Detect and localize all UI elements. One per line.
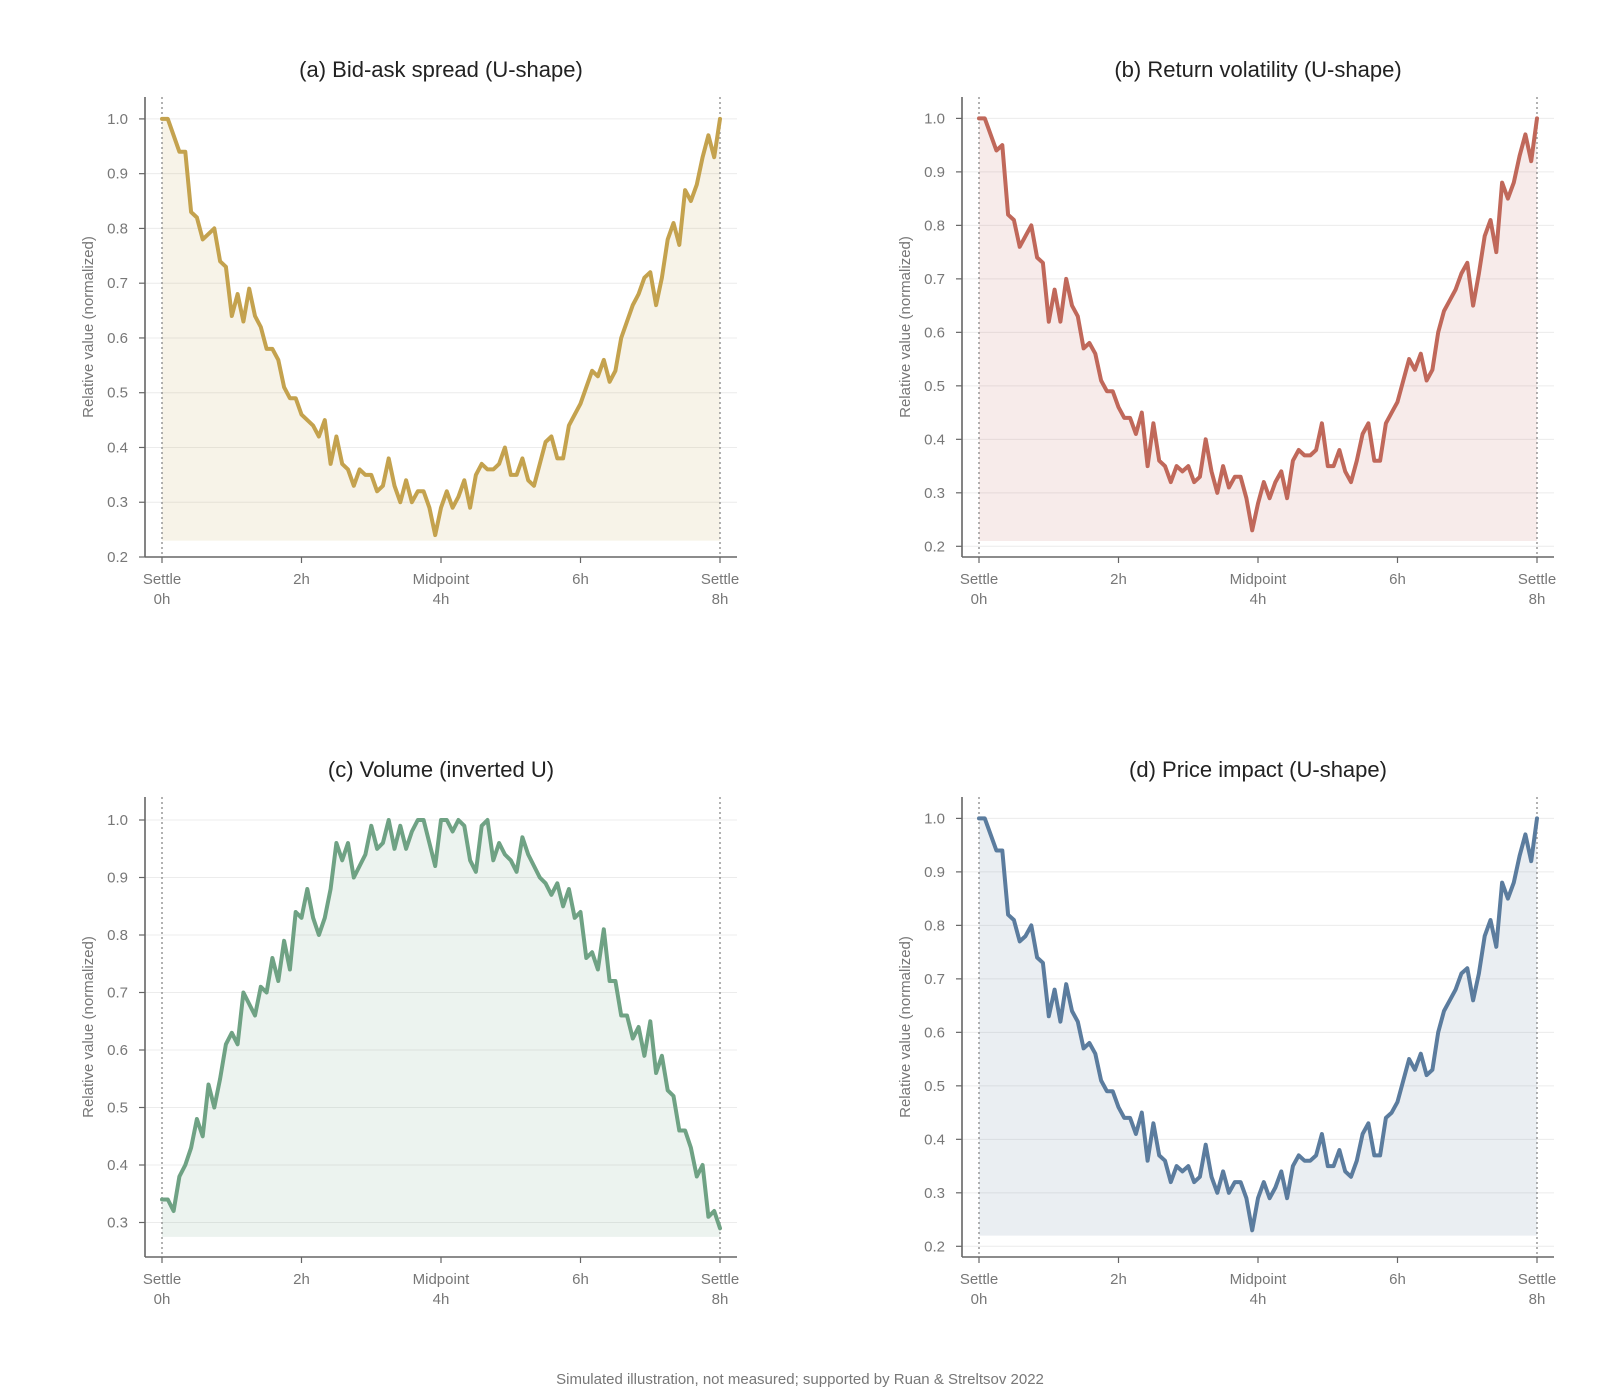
x-tick-label: Settle (701, 571, 739, 588)
y-tick-label: 0.3 (924, 485, 945, 502)
series-line (977, 116, 1539, 533)
figure-caption: Simulated illustration, not measured; su… (556, 1371, 1044, 1388)
y-tick-label: 0.7 (107, 985, 128, 1002)
y-tick-label: 1.0 (924, 110, 945, 127)
series-area (979, 118, 1537, 542)
panel-title: (a) Bid-ask spread (U-shape) (299, 57, 583, 82)
x-tick-label: 6h (1389, 571, 1406, 588)
y-tick-label: 0.7 (924, 271, 945, 288)
series-area (979, 818, 1537, 1236)
x-tick-label: Midpoint (413, 1271, 471, 1288)
x-tick-label: Settle (143, 1271, 181, 1288)
x-tick-label: Settle (1518, 1271, 1556, 1288)
y-axis-label: Relative value (normalized) (80, 936, 97, 1118)
y-tick-label: 1.0 (107, 812, 128, 829)
x-tick-label: 4h (433, 591, 450, 608)
y-tick-label: 0.8 (107, 220, 128, 237)
y-tick-label: 0.2 (924, 538, 945, 555)
panel-volume: 0.3 0.4 0.5 0.6 0.7 0.8 0.9 1.0 Settle 0h 2h Midpoi… (80, 757, 739, 1308)
y-tick-label: 0.3 (107, 494, 128, 511)
y-tick-label: 0.6 (924, 1024, 945, 1041)
y-tick-label: 0.3 (924, 1185, 945, 1202)
panel-title: (c) Volume (inverted U) (328, 757, 554, 782)
series-area (162, 118, 720, 541)
x-tick-label: 4h (433, 1291, 450, 1308)
y-tick-label: 0.3 (107, 1215, 128, 1232)
x-tick-label: Settle (143, 571, 181, 588)
y-tick-label: 0.4 (924, 1131, 945, 1148)
y-tick-label: 0.2 (107, 549, 128, 566)
y-tick-label: 0.4 (107, 1157, 128, 1174)
series-line (160, 818, 722, 1231)
y-axis-label: Relative value (normalized) (897, 236, 914, 418)
y-tick-label: 0.4 (107, 439, 128, 456)
panel-return-volatility: 0.2 0.3 0.4 0.5 0.6 0.7 0.8 0.9 1.0 Settle 0h 2h Mid… (897, 57, 1556, 608)
y-tick-label: 0.8 (924, 917, 945, 934)
x-tick-label: Midpoint (1230, 571, 1288, 588)
x-tick-label: 2h (1110, 571, 1127, 588)
y-tick-label: 0.5 (107, 385, 128, 402)
x-tick-label: Midpoint (413, 571, 471, 588)
y-tick-label: 0.9 (924, 164, 945, 181)
y-tick-label: 0.7 (924, 971, 945, 988)
y-axis-label: Relative value (normalized) (80, 236, 97, 418)
x-tick-label: 8h (1529, 1291, 1546, 1308)
x-tick-label: 0h (154, 1291, 171, 1308)
x-tick-label: 8h (712, 591, 729, 608)
panel-price-impact: 0.2 0.3 0.4 0.5 0.6 0.7 0.8 0.9 1.0 Settle 0h 2h Mid… (897, 757, 1556, 1308)
x-tick-label: 2h (293, 571, 310, 588)
x-tick-label: 0h (971, 591, 988, 608)
panel-title: (d) Price impact (U-shape) (1129, 757, 1387, 782)
x-tick-label: 2h (293, 1271, 310, 1288)
x-tick-label: 4h (1250, 1291, 1267, 1308)
y-axis-label: Relative value (normalized) (897, 936, 914, 1118)
y-tick-label: 0.9 (107, 870, 128, 887)
x-tick-label: 6h (572, 571, 589, 588)
x-tick-label: 6h (1389, 1271, 1406, 1288)
x-tick-label: 8h (1529, 591, 1546, 608)
panel-title: (b) Return volatility (U-shape) (1114, 57, 1401, 82)
series-line (977, 816, 1539, 1233)
y-tick-label: 0.6 (107, 330, 128, 347)
x-tick-label: 2h (1110, 1271, 1127, 1288)
x-tick-label: Settle (1518, 571, 1556, 588)
y-tick-label: 0.5 (107, 1100, 128, 1117)
panel-bid-ask-spread: 0.2 0.3 0.4 0.5 0.6 0.7 0.8 0.9 1.0 Settle 0h 2h Mid… (80, 57, 739, 608)
y-tick-label: 0.8 (107, 927, 128, 944)
x-tick-label: Settle (960, 571, 998, 588)
y-tick-label: 0.4 (924, 431, 945, 448)
x-tick-label: Midpoint (1230, 1271, 1288, 1288)
y-tick-label: 0.6 (107, 1042, 128, 1059)
x-tick-label: Settle (960, 1271, 998, 1288)
y-tick-label: 0.9 (924, 864, 945, 881)
x-tick-label: 0h (971, 1291, 988, 1308)
y-tick-label: 0.2 (924, 1238, 945, 1255)
x-tick-label: 0h (154, 591, 171, 608)
x-tick-label: 6h (572, 1271, 589, 1288)
y-tick-label: 0.8 (924, 217, 945, 234)
y-tick-label: 0.9 (107, 166, 128, 183)
x-tick-label: Settle (701, 1271, 739, 1288)
y-tick-label: 0.5 (924, 1078, 945, 1095)
y-tick-label: 1.0 (107, 111, 128, 128)
y-tick-label: 1.0 (924, 810, 945, 827)
y-tick-label: 0.7 (107, 275, 128, 292)
x-tick-label: 4h (1250, 591, 1267, 608)
y-tick-label: 0.5 (924, 378, 945, 395)
x-tick-label: 8h (712, 1291, 729, 1308)
y-tick-label: 0.6 (924, 324, 945, 341)
series-line (160, 116, 722, 538)
